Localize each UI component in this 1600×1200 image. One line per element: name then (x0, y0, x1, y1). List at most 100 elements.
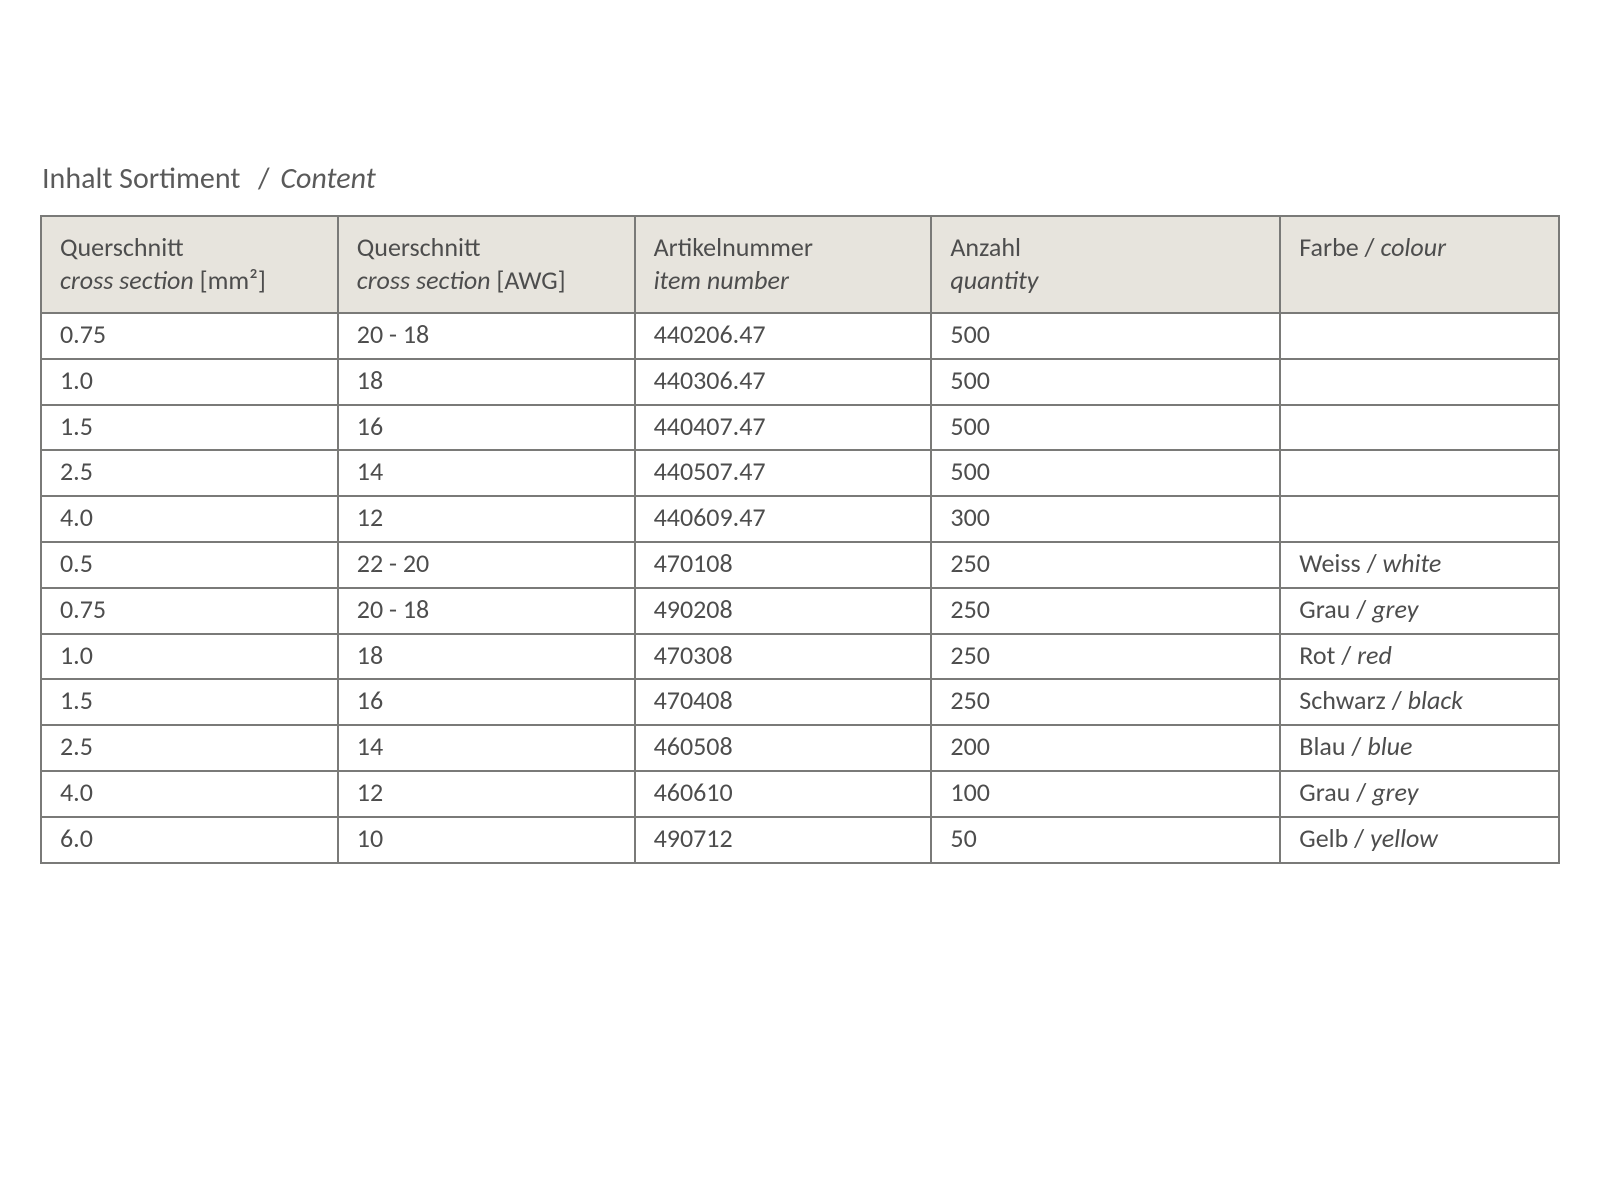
cell-cross-section-mm2: 0.75 (41, 313, 338, 359)
col-header-cross-section-mm2: Querschnitt cross section [mm²] (41, 216, 338, 313)
cell-cross-section-awg: 14 (338, 450, 635, 496)
cell-quantity: 500 (931, 359, 1280, 405)
page-title: Inhalt Sortiment / Content (42, 160, 1560, 197)
colour-de: Rot (1299, 639, 1335, 671)
colour-separator: / (1335, 639, 1357, 671)
col-header-sep: / (1359, 231, 1381, 263)
col-header-cross-section-awg: Querschnitt cross section [AWG] (338, 216, 635, 313)
colour-en: black (1408, 684, 1463, 716)
colour-en: red (1357, 639, 1392, 671)
table-row: 0.7520 - 18440206.47500 (41, 313, 1559, 359)
colour-separator: / (1348, 822, 1370, 854)
colour-en: grey (1372, 776, 1418, 808)
cell-colour: Grau / grey (1280, 771, 1559, 817)
table-body: 0.7520 - 18440206.475001.018440306.47500… (41, 313, 1559, 863)
cell-colour: Schwarz / black (1280, 679, 1559, 725)
cell-colour (1280, 313, 1559, 359)
cell-cross-section-awg: 12 (338, 771, 635, 817)
cell-colour (1280, 450, 1559, 496)
table-row: 4.012440609.47300 (41, 496, 1559, 542)
table-row: 6.01049071250Gelb / yellow (41, 817, 1559, 863)
cell-quantity: 250 (931, 634, 1280, 680)
col-header-de: Querschnitt (60, 231, 319, 264)
colour-de: Weiss (1299, 547, 1360, 579)
title-de: Inhalt Sortiment (42, 160, 240, 197)
table-head: Querschnitt cross section [mm²] Querschn… (41, 216, 1559, 313)
title-separator: / (251, 160, 269, 197)
cell-colour: Grau / grey (1280, 588, 1559, 634)
cell-item-number: 440507.47 (635, 450, 932, 496)
cell-quantity: 100 (931, 771, 1280, 817)
cell-cross-section-mm2: 4.0 (41, 496, 338, 542)
cell-quantity: 250 (931, 679, 1280, 725)
cell-cross-section-mm2: 4.0 (41, 771, 338, 817)
cell-cross-section-awg: 14 (338, 725, 635, 771)
cell-quantity: 500 (931, 313, 1280, 359)
cell-cross-section-awg: 12 (338, 496, 635, 542)
cell-cross-section-mm2: 1.5 (41, 679, 338, 725)
cell-item-number: 490208 (635, 588, 932, 634)
cell-quantity: 200 (931, 725, 1280, 771)
col-header-de: Querschnitt (357, 231, 616, 264)
cell-cross-section-awg: 20 - 18 (338, 588, 635, 634)
cell-item-number: 470408 (635, 679, 932, 725)
cell-colour: Rot / red (1280, 634, 1559, 680)
cell-cross-section-mm2: 2.5 (41, 450, 338, 496)
cell-cross-section-awg: 20 - 18 (338, 313, 635, 359)
cell-cross-section-awg: 18 (338, 634, 635, 680)
col-header-unit: [AWG] (496, 264, 565, 296)
cell-cross-section-awg: 18 (338, 359, 635, 405)
page: Inhalt Sortiment / Content Querschnitt c… (0, 0, 1600, 904)
table-row: 0.522 - 20470108250Weiss / white (41, 542, 1559, 588)
cell-cross-section-awg: 16 (338, 679, 635, 725)
colour-en: grey (1372, 593, 1418, 625)
table-row: 4.012460610100Grau / grey (41, 771, 1559, 817)
table-header-row: Querschnitt cross section [mm²] Querschn… (41, 216, 1559, 313)
cell-quantity: 250 (931, 542, 1280, 588)
cell-colour (1280, 405, 1559, 451)
cell-quantity: 500 (931, 405, 1280, 451)
cell-cross-section-mm2: 1.0 (41, 634, 338, 680)
colour-de: Gelb (1299, 822, 1348, 854)
table-row: 1.018470308250Rot / red (41, 634, 1559, 680)
colour-de: Grau (1299, 593, 1350, 625)
title-en: Content (280, 160, 375, 197)
col-header-colour: Farbe / colour (1280, 216, 1559, 313)
cell-item-number: 490712 (635, 817, 932, 863)
cell-cross-section-awg: 16 (338, 405, 635, 451)
cell-colour: Weiss / white (1280, 542, 1559, 588)
cell-cross-section-mm2: 2.5 (41, 725, 338, 771)
cell-item-number: 470308 (635, 634, 932, 680)
colour-separator: / (1386, 684, 1408, 716)
content-table: Querschnitt cross section [mm²] Querschn… (40, 215, 1560, 864)
colour-de: Grau (1299, 776, 1350, 808)
col-header-de: Farbe (1299, 231, 1358, 263)
col-header-en: item number (654, 264, 789, 296)
col-header-unit: [mm²] (200, 264, 266, 296)
cell-cross-section-mm2: 0.75 (41, 588, 338, 634)
cell-item-number: 440407.47 (635, 405, 932, 451)
cell-item-number: 440306.47 (635, 359, 932, 405)
colour-de: Blau (1299, 730, 1345, 762)
colour-en: blue (1367, 730, 1412, 762)
cell-item-number: 440206.47 (635, 313, 932, 359)
cell-cross-section-awg: 10 (338, 817, 635, 863)
colour-separator: / (1361, 547, 1383, 579)
col-header-de: Anzahl (950, 231, 1261, 264)
table-row: 0.7520 - 18490208250Grau / grey (41, 588, 1559, 634)
cell-item-number: 470108 (635, 542, 932, 588)
cell-cross-section-mm2: 1.5 (41, 405, 338, 451)
colour-separator: / (1350, 776, 1372, 808)
cell-item-number: 460508 (635, 725, 932, 771)
cell-quantity: 250 (931, 588, 1280, 634)
cell-cross-section-mm2: 0.5 (41, 542, 338, 588)
col-header-en: quantity (950, 264, 1038, 296)
colour-separator: / (1346, 730, 1368, 762)
cell-colour (1280, 359, 1559, 405)
colour-de: Schwarz (1299, 684, 1386, 716)
cell-cross-section-mm2: 6.0 (41, 817, 338, 863)
colour-en: white (1383, 547, 1442, 579)
table-row: 1.516440407.47500 (41, 405, 1559, 451)
col-header-quantity: Anzahl quantity (931, 216, 1280, 313)
col-header-en: colour (1380, 231, 1446, 263)
